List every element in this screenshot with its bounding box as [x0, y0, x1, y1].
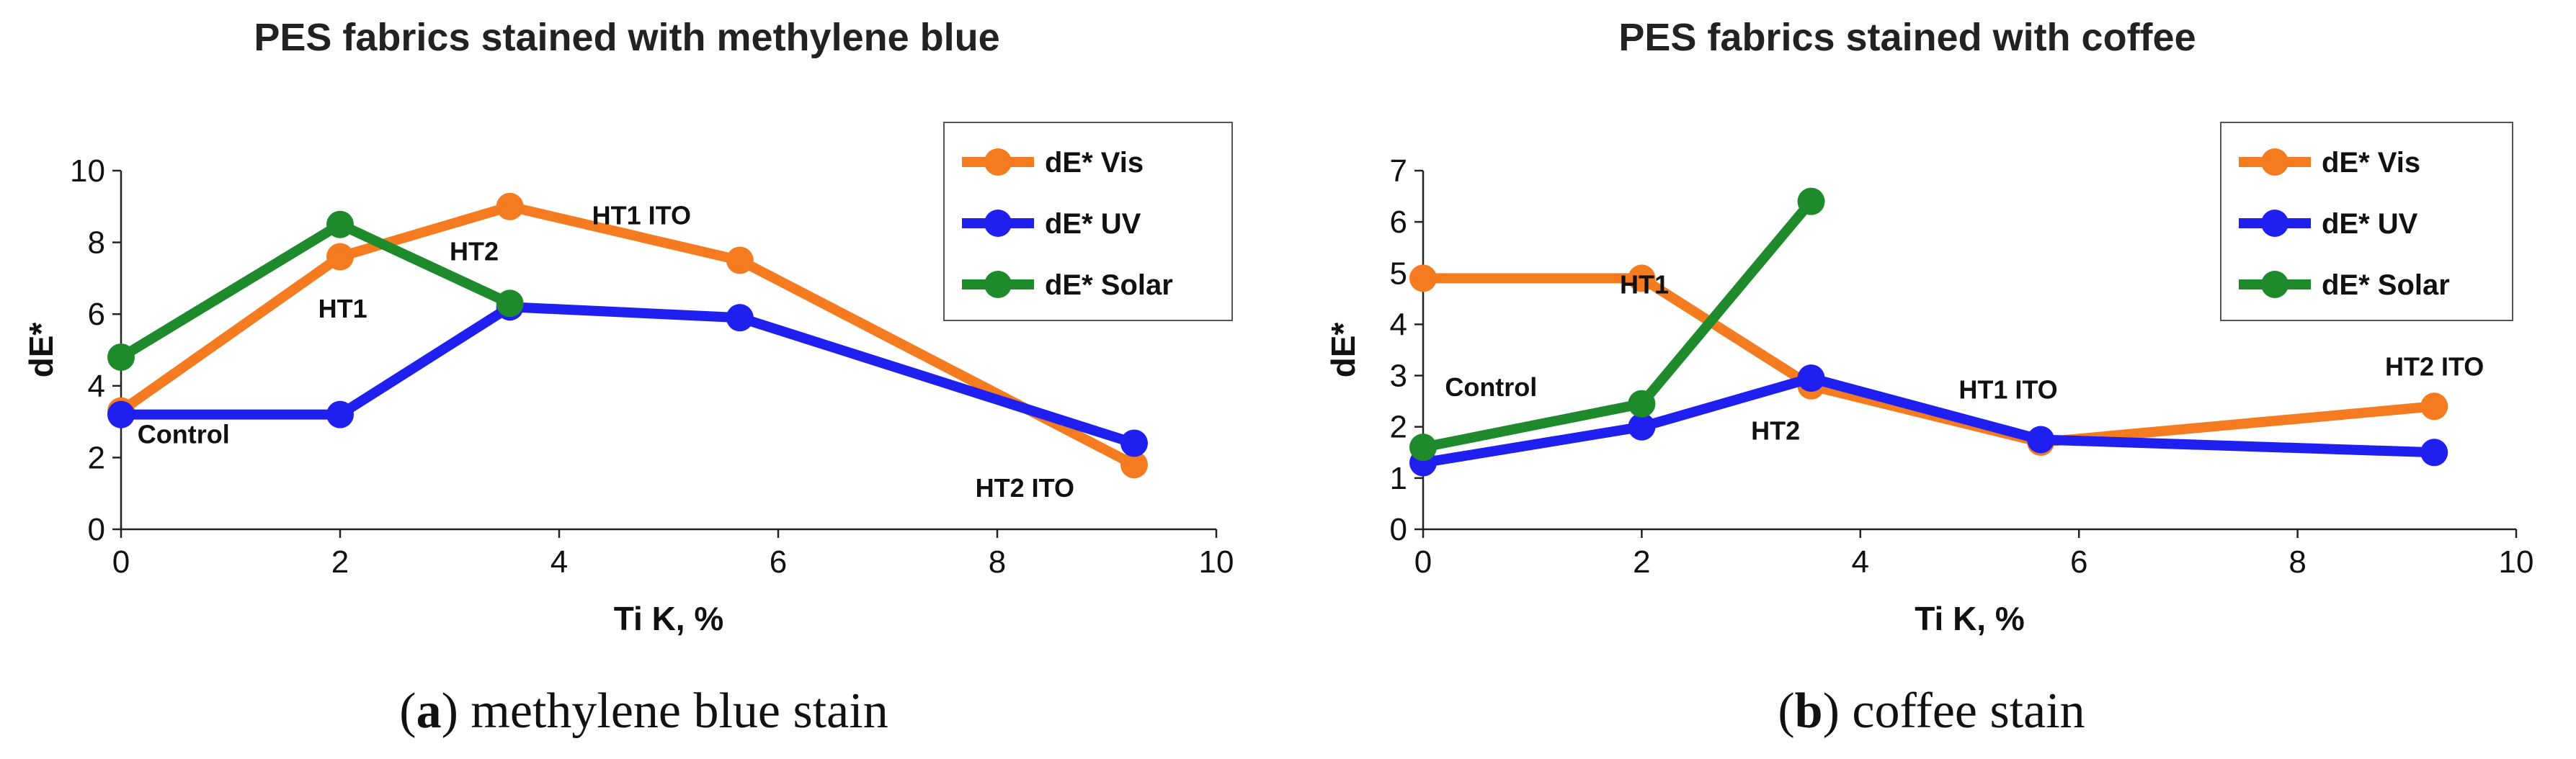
chart-b-x-tick-label: 4 [1852, 544, 1869, 580]
chart-b-series-desolar-point [1409, 434, 1437, 462]
chart-a-y-tick-label: 6 [88, 297, 105, 332]
chart-a-point-label: Control [138, 419, 230, 449]
caption-b-letter: b [1794, 683, 1823, 739]
chart-a-y-tick-label: 2 [88, 440, 105, 475]
chart-b-x-tick-label: 10 [2499, 544, 2534, 580]
chart-a-legend-deuv-swatch-marker [984, 210, 1012, 237]
chart-b-series-deuv-point [1797, 364, 1825, 392]
caption-a: (a) methylene blue stain [399, 683, 888, 739]
chart-a-series-devis-point [726, 246, 754, 274]
chart-b-y-tick-label: 2 [1390, 410, 1407, 445]
chart-b-point-label: HT2 [1751, 416, 1800, 446]
chart-b-series-devis-point [1409, 264, 1437, 292]
chart-a-y-tick-label: 4 [88, 369, 105, 404]
chart-b-series-desolar-point [1797, 187, 1825, 215]
chart-b-legend-desolar-label: dE* Solar [2322, 269, 2450, 301]
chart-a-x-tick-label: 2 [331, 544, 349, 580]
chart-b-series-devis-point [2420, 392, 2448, 421]
chart-a-legend-devis-label: dE* Vis [1045, 147, 1144, 179]
chart-b-point-label: HT1 ITO [1958, 375, 2057, 405]
chart-a-x-tick-label: 6 [770, 544, 787, 580]
caption-b-text: coffee stain [1852, 683, 2085, 739]
chart-a-series-deuv-point [107, 400, 135, 428]
chart-a-x-tick-label: 4 [551, 544, 568, 580]
chart-b-point-label: HT1 [1620, 270, 1669, 300]
chart-a-x-tick-label: 0 [112, 544, 130, 580]
chart-b-title: PES fabrics stained with coffee [1618, 16, 2196, 59]
chart-b-series-devis-point [1628, 264, 1656, 292]
chart-a-legend-desolar-label: dE* Solar [1045, 269, 1173, 301]
chart-b-series-deuv-point [1628, 413, 1656, 441]
chart-a-series-desolar-point [496, 289, 524, 318]
chart-b-series-deuv-point [2420, 439, 2448, 467]
chart-a-x-axis-label: Ti K, % [614, 600, 724, 637]
chart-b-y-tick-label: 1 [1390, 461, 1407, 496]
chart-panel-a: PES fabrics stained with methylene blue 0… [22, 16, 1234, 739]
chart-b-series-desolar-point [1628, 390, 1656, 418]
chart-a-series-desolar-point [326, 210, 354, 238]
chart-a-point-label: HT1 [318, 294, 367, 323]
caption-a-letter: a [416, 683, 442, 739]
chart-a-y-tick-label: 10 [70, 153, 105, 189]
chart-b-legend-devis-label: dE* Vis [2322, 147, 2420, 179]
chart-a-svg: PES fabrics stained with methylene blue 0… [22, 16, 1234, 637]
chart-b-x-tick-label: 8 [2288, 544, 2306, 580]
chart-b-point-label: HT2 ITO [2385, 352, 2484, 382]
chart-b-series-desolar-line [1418, 196, 1817, 453]
chart-a-point-label: HT2 ITO [976, 473, 1074, 503]
chart-a-x-tick-label: 8 [989, 544, 1006, 580]
chart-a-y-tick-label: 8 [88, 225, 105, 261]
chart-b-series-deuv-point [2027, 426, 2055, 454]
chart-a-series-devis-point [1120, 451, 1148, 479]
chart-b-y-tick-label: 4 [1390, 307, 1407, 342]
chart-b-y-tick-label: 0 [1390, 512, 1407, 547]
chart-b-y-tick-label: 7 [1390, 153, 1407, 189]
chart-a-series-deuv-line [116, 302, 1139, 449]
chart-a-legend-deuv-label: dE* UV [1045, 208, 1141, 240]
chart-a-x-tick-label: 10 [1199, 544, 1234, 580]
chart-b-legend-deuv-swatch-marker [2261, 210, 2288, 237]
chart-a-series-devis-point [326, 243, 354, 271]
chart-b-y-axis-label: dE* [1324, 323, 1362, 378]
chart-b-point-label: Control [1445, 372, 1537, 402]
chart-a-point-label: HT2 [450, 237, 499, 266]
chart-b-legend-deuv-label: dE* UV [2322, 208, 2418, 240]
chart-a-series-deuv-point [726, 304, 754, 332]
chart-a-y-tick-label: 0 [88, 512, 105, 547]
chart-a-point-label: HT1 ITO [592, 201, 691, 230]
chart-a-title: PES fabrics stained with methylene blue [254, 16, 999, 59]
chart-a-series-desolar-point [107, 343, 135, 371]
chart-a-series-devis-point [496, 192, 524, 220]
chart-b-y-tick-label: 3 [1390, 359, 1407, 394]
chart-b-svg: PES fabrics stained with coffee 0 1 2 3 4 5 6 7 0… [1324, 16, 2534, 637]
chart-b-legend-devis-swatch-marker [2261, 148, 2288, 176]
caption-a-text: methylene blue stain [471, 683, 888, 739]
caption-b: (b) coffee stain [1778, 683, 2085, 739]
chart-b-legend-desolar-swatch-marker [2261, 271, 2288, 298]
chart-b-x-axis-label: Ti K, % [1915, 600, 2025, 637]
chart-a-series-deuv-point [1120, 429, 1148, 457]
chart-b-x-tick-label: 0 [1414, 544, 1432, 580]
chart-panel-b: PES fabrics stained with coffee 0 1 2 3 4 5 6 7 0… [1288, 0, 2575, 759]
chart-b-x-tick-label: 6 [2070, 544, 2087, 580]
chart-a-series-deuv-point [326, 400, 354, 428]
chart-b-y-tick-label: 6 [1390, 205, 1407, 240]
chart-b-y-tick-label: 5 [1390, 256, 1407, 291]
chart-a-y-axis-label: dE* [22, 323, 60, 378]
chart-b-x-tick-label: 2 [1633, 544, 1650, 580]
chart-a-legend-devis-swatch-marker [984, 148, 1012, 176]
chart-a-legend-desolar-swatch-marker [984, 271, 1012, 298]
